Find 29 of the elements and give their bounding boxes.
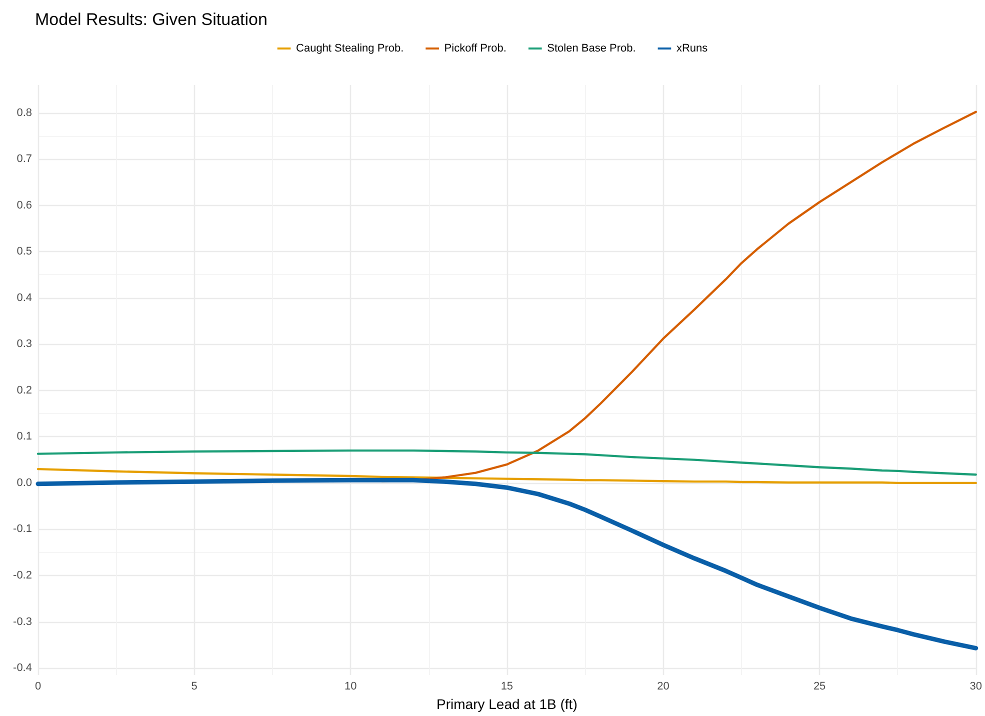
x-axis-title: Primary Lead at 1B (ft) [436, 696, 578, 712]
y-tick-label: -0.4 [13, 662, 32, 674]
y-tick-label: 0.1 [16, 430, 32, 443]
x-tick-label: 30 [970, 680, 982, 692]
y-tick-label: 0.5 [16, 246, 32, 258]
x-tick-label: 20 [657, 680, 670, 692]
y-tick-label: 0.2 [16, 384, 32, 396]
y-tick-label: 0.0 [16, 476, 32, 489]
y-tick-label: -0.3 [13, 616, 32, 628]
line-series [36, 468, 977, 484]
y-tick-label: 0.4 [16, 292, 32, 304]
x-tick-label: 25 [813, 680, 826, 692]
x-tick-label: 10 [344, 680, 357, 692]
x-tick-label: 5 [191, 680, 198, 692]
y-tick-label: -0.2 [13, 570, 32, 582]
x-tick-label: 0 [34, 680, 42, 692]
legend-label: xRuns [676, 42, 708, 54]
y-tick-label: -0.1 [13, 523, 32, 536]
y-tick-label: 0.8 [16, 106, 32, 119]
legend-label: Pickoff Prob. [444, 42, 506, 54]
line-series [36, 449, 977, 476]
legend-label: Stolen Base Prob. [547, 42, 636, 54]
y-tick-label: 0.7 [16, 153, 32, 166]
chart-title: Model Results: Given Situation [35, 10, 268, 29]
y-tick-label: 0.6 [16, 199, 32, 212]
legend-label: Caught Stealing Prob. [296, 42, 404, 54]
line-series [36, 478, 978, 650]
y-tick-label: 0.3 [16, 338, 32, 350]
x-tick-label: 15 [500, 680, 514, 692]
